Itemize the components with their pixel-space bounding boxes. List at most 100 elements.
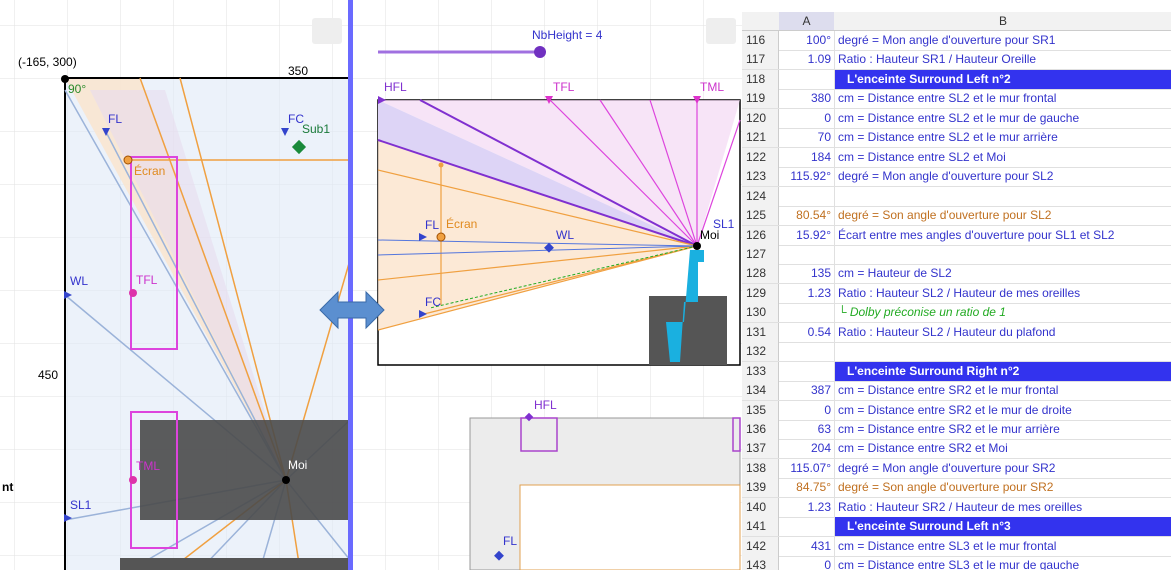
sheet-row: 134387cm = Distance entre SR2 et le mur … bbox=[742, 381, 1171, 401]
cell-a[interactable] bbox=[779, 342, 835, 361]
cell-a[interactable]: 0 bbox=[779, 556, 835, 570]
row-number[interactable]: 143 bbox=[742, 556, 779, 570]
cell-b[interactable]: cm = Distance entre SR2 et Moi bbox=[835, 439, 1171, 458]
cell-b[interactable] bbox=[835, 245, 1171, 264]
cell-a[interactable]: 63 bbox=[779, 420, 835, 439]
cell-a[interactable]: 204 bbox=[779, 439, 835, 458]
cell-b[interactable]: cm = Distance entre SR2 et le mur fronta… bbox=[835, 381, 1171, 400]
cell-b[interactable]: degré = Mon angle d'ouverture pour SR1 bbox=[835, 31, 1171, 50]
cell-a[interactable]: 1.23 bbox=[779, 498, 835, 517]
row-number[interactable]: 137 bbox=[742, 439, 779, 458]
point-label: WL bbox=[70, 274, 88, 288]
row-number[interactable]: 133 bbox=[742, 362, 779, 381]
cell-a[interactable] bbox=[779, 362, 835, 381]
row-number[interactable]: 119 bbox=[742, 89, 779, 108]
row-number[interactable]: 122 bbox=[742, 148, 779, 167]
row-number[interactable]: 123 bbox=[742, 167, 779, 186]
cell-a[interactable]: 1.23 bbox=[779, 284, 835, 303]
cell-b[interactable]: cm = Distance entre SR2 et le mur arrièr… bbox=[835, 420, 1171, 439]
row-number[interactable]: 120 bbox=[742, 109, 779, 128]
cell-a[interactable]: 115.92° bbox=[779, 167, 835, 186]
row-number[interactable]: 131 bbox=[742, 323, 779, 342]
cell-b[interactable]: cm = Distance entre SL2 et le mur de gau… bbox=[835, 109, 1171, 128]
row-number[interactable]: 124 bbox=[742, 187, 779, 206]
plan-inner bbox=[520, 485, 740, 570]
cell-b[interactable] bbox=[835, 187, 1171, 206]
cell-a[interactable]: 100° bbox=[779, 31, 835, 50]
cell-a[interactable]: 135 bbox=[779, 264, 835, 283]
row-number[interactable]: 118 bbox=[742, 70, 779, 89]
divider[interactable] bbox=[348, 0, 353, 570]
cell-a[interactable] bbox=[779, 517, 835, 536]
section-title[interactable]: L'enceinte Surround Left n°2 bbox=[835, 70, 1171, 89]
column-b[interactable]: B bbox=[835, 12, 1171, 30]
row-number[interactable]: 117 bbox=[742, 50, 779, 69]
section-title[interactable]: L'enceinte Surround Right n°2 bbox=[835, 362, 1171, 381]
cell-a[interactable]: 0.54 bbox=[779, 323, 835, 342]
cell-a[interactable]: 84.75° bbox=[779, 478, 835, 497]
row-number[interactable]: 134 bbox=[742, 381, 779, 400]
row-number[interactable]: 139 bbox=[742, 478, 779, 497]
sheet-row: 128135cm = Hauteur de SL2 bbox=[742, 264, 1171, 284]
sheet-row: 13663cm = Distance entre SR2 et le mur a… bbox=[742, 420, 1171, 440]
cell-b[interactable]: degré = Mon angle d'ouverture pour SL2 bbox=[835, 167, 1171, 186]
axis-label: 450 bbox=[38, 368, 58, 382]
row-number[interactable]: 142 bbox=[742, 537, 779, 556]
cell-a[interactable]: 184 bbox=[779, 148, 835, 167]
row-number[interactable]: 132 bbox=[742, 342, 779, 361]
row-number[interactable]: 141 bbox=[742, 517, 779, 536]
slider-knob[interactable] bbox=[534, 46, 546, 58]
cell-b[interactable]: cm = Hauteur de SL2 bbox=[835, 264, 1171, 283]
cell-b[interactable]: cm = Distance entre SL2 et Moi bbox=[835, 148, 1171, 167]
sheet-row: 12615.92°Écart entre mes angles d'ouvert… bbox=[742, 226, 1171, 246]
cell-b[interactable]: Ratio : Hauteur SL2 / Hauteur de mes ore… bbox=[835, 284, 1171, 303]
cell-b[interactable]: Ratio : Hauteur SR2 / Hauteur de mes ore… bbox=[835, 498, 1171, 517]
cell-a[interactable] bbox=[779, 70, 835, 89]
cell-b[interactable]: degré = Son angle d'ouverture pour SR2 bbox=[835, 478, 1171, 497]
style-bar-button[interactable] bbox=[312, 18, 342, 44]
row-number[interactable]: 121 bbox=[742, 128, 779, 147]
cell-a[interactable]: 431 bbox=[779, 537, 835, 556]
sheet-row: 118 L'enceinte Surround Left n°2 bbox=[742, 70, 1171, 90]
row-number[interactable]: 135 bbox=[742, 401, 779, 420]
row-number[interactable]: 116 bbox=[742, 31, 779, 50]
cell-a[interactable] bbox=[779, 187, 835, 206]
cell-b[interactable]: Ratio : Hauteur SR1 / Hauteur Oreille bbox=[835, 50, 1171, 69]
cell-b[interactable]: degré = Mon angle d'ouverture pour SR2 bbox=[835, 459, 1171, 478]
cell-b[interactable]: Écart entre mes angles d'ouverture pour … bbox=[835, 226, 1171, 245]
row-number[interactable]: 140 bbox=[742, 498, 779, 517]
row-number[interactable]: 130 bbox=[742, 303, 779, 322]
sheet-row: 12580.54°degré = Son angle d'ouverture p… bbox=[742, 206, 1171, 226]
cell-a[interactable] bbox=[779, 303, 835, 322]
style-bar-button[interactable] bbox=[706, 18, 736, 44]
section-title[interactable]: L'enceinte Surround Left n°3 bbox=[835, 517, 1171, 536]
cell-a[interactable]: 70 bbox=[779, 128, 835, 147]
cell-b[interactable]: cm = Distance entre SL3 et le mur de gau… bbox=[835, 556, 1171, 570]
column-a[interactable]: A bbox=[779, 12, 834, 30]
cell-note[interactable]: └ Dolby préconise un ratio de 1 bbox=[835, 303, 1171, 322]
cell-a[interactable] bbox=[779, 245, 835, 264]
row-number[interactable]: 127 bbox=[742, 245, 779, 264]
cell-a[interactable]: 1.09 bbox=[779, 50, 835, 69]
cell-b[interactable]: Ratio : Hauteur SL2 / Hauteur du plafond bbox=[835, 323, 1171, 342]
row-number[interactable]: 136 bbox=[742, 420, 779, 439]
cell-b[interactable]: cm = Distance entre SL3 et le mur fronta… bbox=[835, 537, 1171, 556]
row-number[interactable]: 138 bbox=[742, 459, 779, 478]
cell-a[interactable]: 0 bbox=[779, 109, 835, 128]
cell-a[interactable]: 80.54° bbox=[779, 206, 835, 225]
cell-b[interactable]: cm = Distance entre SR2 et le mur de dro… bbox=[835, 401, 1171, 420]
cell-a[interactable]: 380 bbox=[779, 89, 835, 108]
row-number[interactable]: 128 bbox=[742, 264, 779, 283]
row-number[interactable]: 126 bbox=[742, 226, 779, 245]
cell-b[interactable]: degré = Son angle d'ouverture pour SL2 bbox=[835, 206, 1171, 225]
cell-b[interactable]: cm = Distance entre SL2 et le mur fronta… bbox=[835, 89, 1171, 108]
cell-b[interactable]: cm = Distance entre SL2 et le mur arrièr… bbox=[835, 128, 1171, 147]
row-number[interactable]: 129 bbox=[742, 284, 779, 303]
cell-b[interactable] bbox=[835, 342, 1171, 361]
cell-a[interactable]: 15.92° bbox=[779, 226, 835, 245]
row-number[interactable]: 125 bbox=[742, 206, 779, 225]
cell-a[interactable]: 0 bbox=[779, 401, 835, 420]
cell-a[interactable]: 115.07° bbox=[779, 459, 835, 478]
cell-a[interactable]: 387 bbox=[779, 381, 835, 400]
